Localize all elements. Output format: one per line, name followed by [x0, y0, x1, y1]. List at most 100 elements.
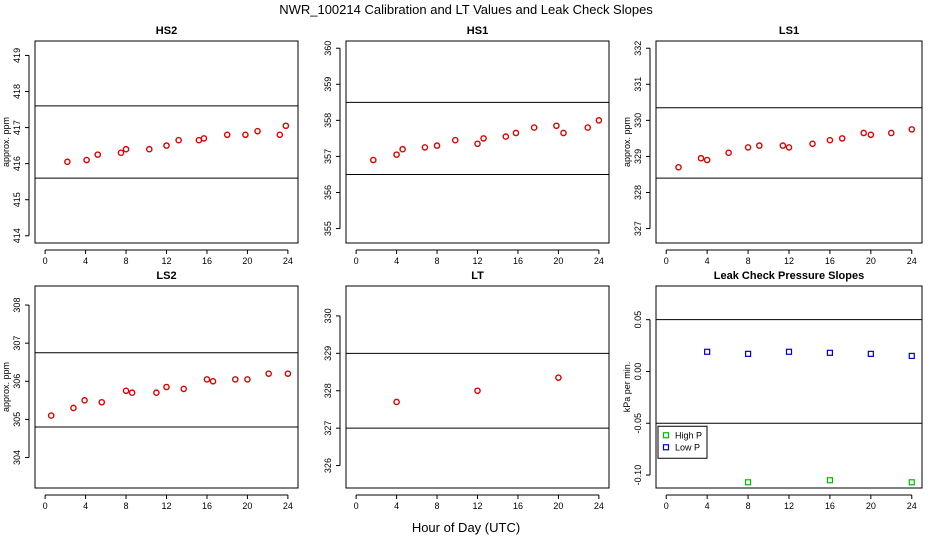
data-point	[94, 151, 102, 158]
y-tick-label: 327	[323, 421, 333, 436]
x-tick-label: 12	[784, 501, 794, 511]
x-tick-label: 4	[83, 501, 88, 511]
data-point	[175, 136, 182, 144]
plot-frame	[345, 40, 610, 244]
data-point	[70, 404, 77, 412]
x-tick-label: 20	[242, 501, 252, 511]
y-axis-label: approx. ppm	[1, 117, 11, 167]
data-point	[81, 397, 88, 404]
chart-panel-2: HS1 0 4 8 12 16 20 24 355 356 357 358 359 360	[323, 25, 610, 266]
data-point	[244, 376, 251, 383]
data-point	[451, 136, 459, 144]
y-tick-label: -0.10	[633, 465, 643, 486]
data-point	[153, 389, 160, 397]
data-point	[908, 479, 915, 486]
data-point	[703, 156, 711, 164]
x-tick-label: 20	[553, 256, 563, 266]
data-point	[117, 149, 125, 157]
data-point	[200, 135, 208, 142]
data-point	[584, 124, 592, 131]
x-tick-label: 8	[435, 501, 440, 511]
y-tick-label: 356	[323, 185, 333, 200]
y-tick-label: 415	[12, 192, 22, 207]
data-point	[393, 151, 400, 158]
y-tick-label: 417	[12, 120, 22, 135]
data-point	[47, 412, 55, 419]
plot-frame	[655, 40, 923, 244]
y-axis-label: approx. ppm	[1, 362, 11, 412]
y-tick-label: -0.05	[633, 413, 643, 434]
data-point	[826, 349, 834, 356]
x-tick-label: 0	[354, 501, 359, 511]
data-point	[393, 398, 400, 406]
data-point	[223, 131, 231, 139]
x-tick-label: 8	[746, 501, 751, 511]
data-point	[744, 350, 752, 357]
y-tick-label: 419	[12, 48, 22, 63]
x-tick-label: 12	[472, 256, 482, 266]
panel-title: LS1	[779, 25, 799, 37]
y-tick-label: 326	[323, 458, 333, 473]
x-tick-label: 8	[124, 256, 129, 266]
panel-title: HS1	[467, 25, 488, 37]
data-point	[421, 144, 429, 151]
x-tick-label: 24	[594, 256, 604, 266]
y-tick-label: 306	[12, 374, 22, 389]
data-point	[826, 477, 834, 484]
data-point	[254, 127, 261, 135]
chart-panel-3: LS1 0 4 8 12 16 20 24 327 328 329 330 331 332 approx. …	[622, 25, 923, 266]
x-tick-label: 20	[553, 501, 563, 511]
data-point	[146, 145, 153, 153]
legend-label: High P	[675, 430, 702, 440]
data-point	[282, 122, 290, 130]
panel-title: LS2	[156, 270, 176, 282]
y-tick-label: 307	[12, 336, 22, 351]
y-tick-label: 332	[633, 41, 643, 56]
data-point	[908, 126, 916, 133]
data-point	[530, 124, 538, 131]
data-point	[785, 144, 793, 151]
x-tick-label: 16	[202, 256, 212, 266]
y-tick-label: 0.00	[633, 363, 643, 381]
data-point	[826, 136, 834, 144]
data-point	[209, 377, 217, 385]
y-tick-label: 331	[633, 77, 643, 92]
x-tick-label: 16	[202, 501, 212, 511]
data-point	[744, 144, 752, 151]
x-tick-label: 4	[394, 501, 399, 511]
data-point	[838, 135, 846, 142]
x-tick-label: 0	[43, 256, 48, 266]
data-point	[725, 149, 732, 157]
y-tick-label: 418	[12, 84, 22, 99]
y-tick-label: 308	[12, 298, 22, 313]
data-point	[180, 385, 187, 393]
x-tick-label: 20	[866, 501, 876, 511]
x-tick-label: 8	[124, 501, 129, 511]
legend: High P Low P	[657, 425, 708, 459]
x-tick-label: 16	[513, 501, 523, 511]
chart-panel-1: HS2 0 4 8 12 16 20 24 414 415 416 417 418 419 approx. …	[1, 25, 299, 266]
data-point	[697, 154, 705, 162]
data-point	[555, 374, 562, 381]
data-point	[512, 129, 520, 137]
figure-title: NWR_100214 Calibration and LT Values and…	[279, 2, 653, 17]
data-point	[474, 387, 481, 395]
legend-label: Low P	[675, 442, 700, 452]
x-tick-label: 4	[705, 501, 710, 511]
data-point	[675, 163, 682, 171]
y-tick-label: 304	[12, 450, 22, 465]
x-axis-label: Hour of Day (UTC)	[412, 520, 520, 535]
x-tick-label: 0	[664, 256, 669, 266]
data-point	[867, 350, 874, 357]
data-point	[480, 135, 487, 142]
data-point	[502, 133, 510, 140]
data-point	[98, 398, 106, 406]
x-tick-label: 0	[354, 256, 359, 266]
x-tick-label: 16	[513, 256, 523, 266]
data-point	[163, 383, 170, 391]
x-tick-label: 12	[472, 501, 482, 511]
data-point	[867, 131, 875, 139]
x-tick-label: 0	[664, 501, 669, 511]
panel-title: HS2	[156, 25, 177, 37]
data-point	[744, 479, 752, 486]
